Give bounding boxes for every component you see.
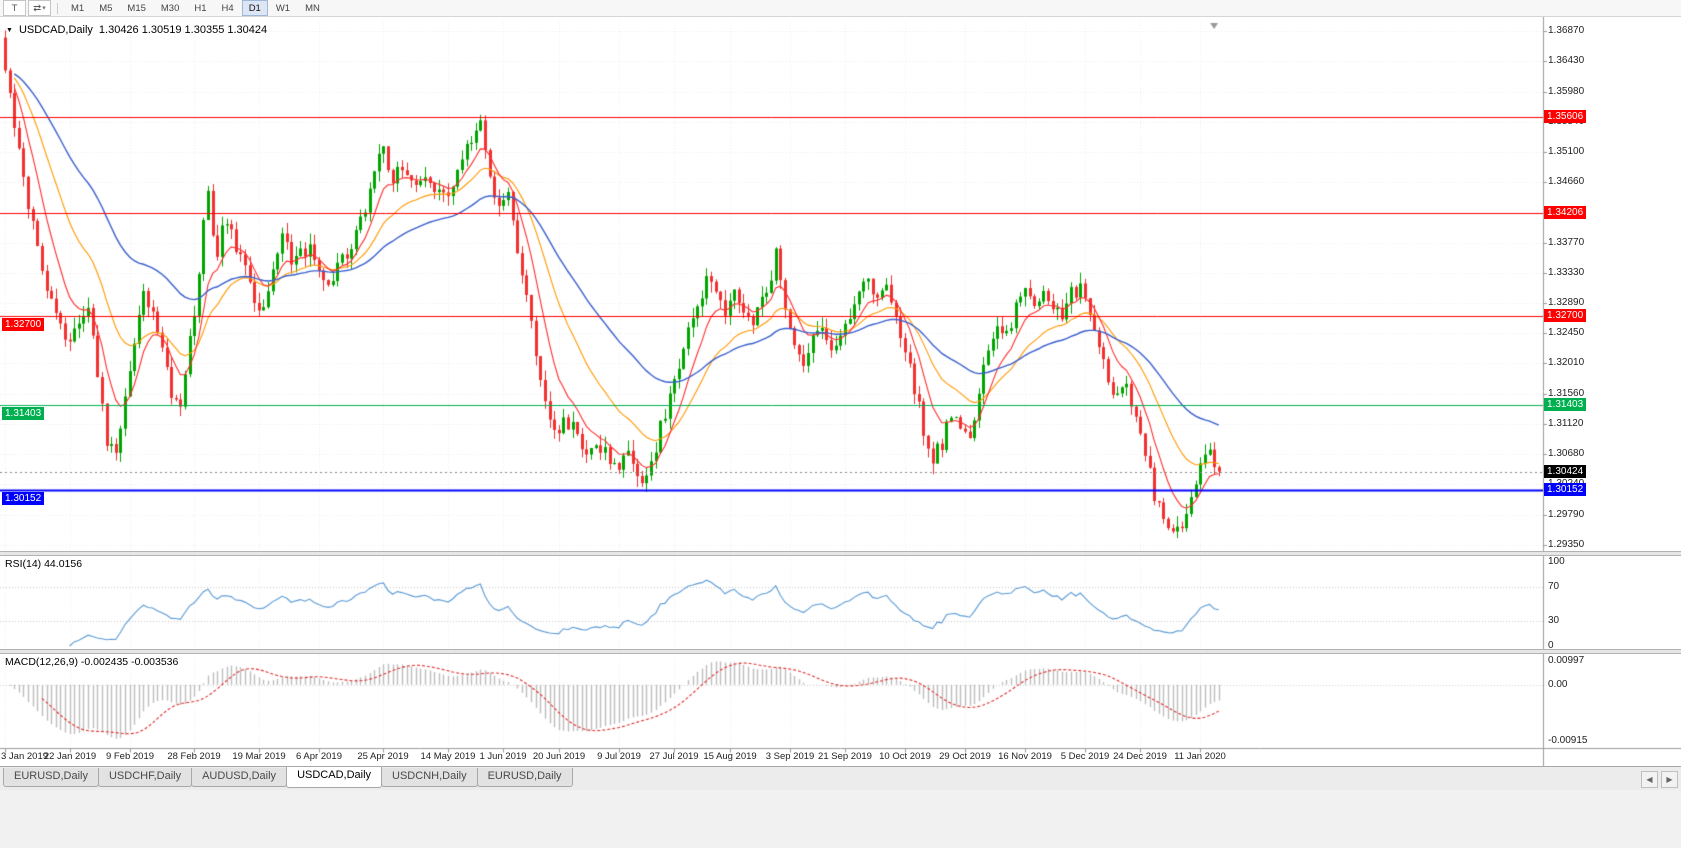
timeframe-button-h1[interactable]: H1 [194, 2, 207, 14]
timeframe-button-w1[interactable]: W1 [275, 2, 291, 14]
panel-splitter-macd[interactable] [0, 649, 1681, 654]
chart-tab-2-audusd[interactable]: AUDUSD,Daily [191, 768, 288, 787]
chart-tool-button[interactable]: T [3, 0, 26, 16]
panel-splitter-rsi[interactable] [0, 551, 1681, 556]
chart-header: ▼ USDCAD,Daily 1.30426 1.30519 1.30355 1… [6, 24, 267, 36]
chart-ohlc-values: 1.30426 1.30519 1.30355 1.30424 [98, 24, 268, 36]
chart-tabs: EURUSD,Daily USDCHF,Daily AUDUSD,Daily USDC… [0, 767, 1681, 790]
chart-tab-4-usdcnh[interactable]: USDCNH,Daily [381, 768, 478, 787]
tab-scroll-left-button[interactable]: ◀ [1641, 771, 1658, 788]
chart-tool-label: T [11, 2, 18, 14]
timeframe-button-m15[interactable]: M15 [127, 2, 146, 14]
macd-indicator-title: MACD(12,26,9) -0.002435 -0.003536 [5, 656, 179, 668]
tab-scroll-right-button[interactable]: ▶ [1661, 771, 1678, 788]
chart-tab-3-usdcad[interactable]: USDCAD,Daily [286, 767, 383, 788]
window-bottom-area [0, 790, 1681, 848]
chart-tab-1-usdchf[interactable]: USDCHF,Daily [97, 768, 193, 787]
one-click-trading-collapse-icon[interactable]: ▼ [6, 26, 13, 34]
timeframe-button-h4[interactable]: H4 [221, 2, 234, 14]
dropdown-arrow-icon: ▾ [42, 5, 46, 12]
chart-tab-bar: EURUSD,Daily USDCHF,Daily AUDUSD,Daily USDC… [0, 766, 1681, 790]
chart-tab-5-eurusd[interactable]: EURUSD,Daily [476, 768, 573, 787]
timeframe-button-m1[interactable]: M1 [71, 2, 85, 14]
timeframe-button-m30[interactable]: M30 [160, 2, 180, 14]
chart-tab-0-eurusd[interactable]: EURUSD,Daily [3, 768, 99, 787]
price-chart-canvas[interactable] [0, 17, 1681, 766]
chart-toolbar: T ⇄ ▾ M1 M5 M15 M30 H1 H4 D1 W1 MN [0, 0, 1681, 17]
timeframe-button-mn[interactable]: MN [305, 2, 320, 14]
cursor-tool-button[interactable]: ⇄ ▾ [28, 0, 51, 16]
timeframe-button-m5[interactable]: M5 [99, 2, 113, 14]
cursor-tool-label: ⇄ [33, 2, 42, 14]
toolbar-separator [57, 2, 58, 14]
chart-symbol-label: USDCAD,Daily [18, 24, 93, 36]
timeframe-button-d1[interactable]: D1 [241, 0, 268, 16]
timeframe-group: M1 M5 M15 M30 H1 H4 D1 W1 MN [64, 0, 327, 16]
rsi-indicator-title: RSI(14) 44.0156 [5, 558, 83, 570]
